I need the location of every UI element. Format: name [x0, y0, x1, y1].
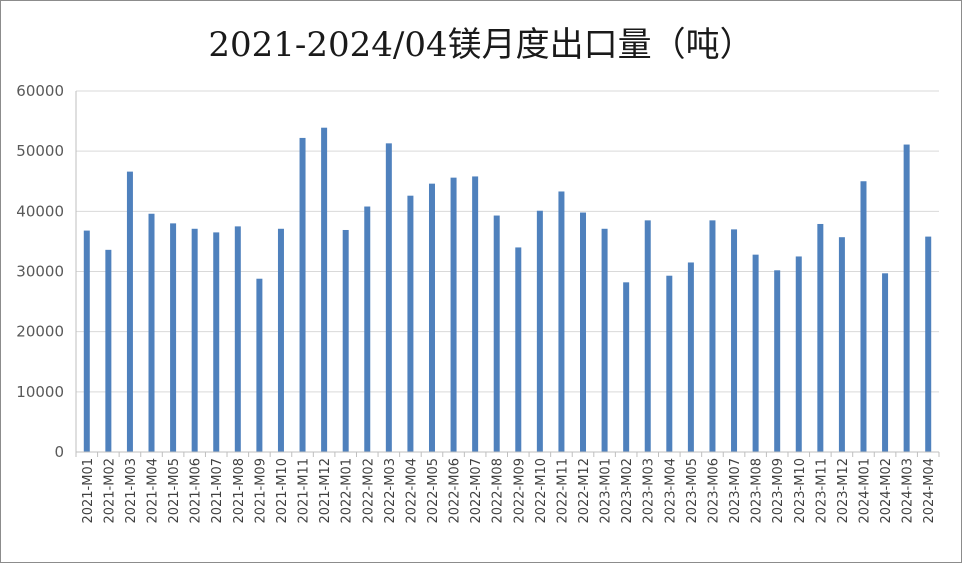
x-tick-label: 2021-M03 — [124, 458, 139, 524]
x-tick-label: 2022-M06 — [448, 458, 463, 524]
y-tick-label: 30000 — [16, 263, 64, 281]
x-tick-label: 2021-M01 — [81, 458, 96, 524]
bar — [752, 254, 759, 452]
x-tick-label: 2022-M11 — [555, 458, 570, 524]
x-tick-label: 2022-M04 — [404, 458, 419, 524]
bar — [450, 177, 457, 452]
x-tick-label: 2023-M09 — [771, 458, 786, 524]
x-tick-label: 2021-M11 — [297, 458, 312, 524]
x-tick-label: 2023-M10 — [793, 458, 808, 524]
gridlines — [76, 90, 939, 393]
x-tick-label: 2022-M01 — [340, 458, 355, 524]
bar — [342, 229, 349, 452]
x-tick-label: 2023-M05 — [685, 458, 700, 524]
bar — [817, 223, 824, 452]
x-tick-label: 2024-M03 — [901, 458, 916, 524]
bar — [234, 226, 241, 452]
x-tick-label: 2023-M04 — [663, 458, 678, 524]
bar — [515, 247, 522, 452]
x-tick-label: 2023-M08 — [750, 458, 765, 524]
bar — [126, 171, 133, 452]
bar — [472, 176, 479, 453]
bar — [687, 262, 694, 452]
x-tick-label: 2021-M07 — [210, 458, 225, 524]
x-tick-labels: 2021-M01 2021-M02 2021-M03 2021-M04 2021-M05… — [81, 458, 937, 524]
bar — [105, 249, 112, 452]
bar — [191, 228, 198, 452]
y-tick-label: 10000 — [16, 383, 64, 401]
bar — [903, 144, 910, 452]
bar — [148, 213, 155, 452]
bar — [213, 232, 220, 452]
bar — [407, 195, 414, 452]
x-tick-label: 2021-M12 — [318, 458, 333, 524]
x-tick-label: 2023-M12 — [836, 458, 851, 524]
x-tick-label: 2021-M10 — [275, 458, 290, 524]
x-tick-label: 2021-M08 — [232, 458, 247, 524]
bar — [299, 137, 306, 452]
x-tick-label: 2021-M06 — [189, 458, 204, 524]
bar — [623, 282, 630, 452]
x-tick-label: 2021-M04 — [146, 458, 161, 524]
x-tick-label: 2021-M05 — [167, 458, 182, 524]
x-tick-label: 2023-M02 — [620, 458, 635, 524]
bar — [774, 270, 781, 452]
x-tick-label: 2021-M02 — [102, 458, 117, 524]
x-tick-label: 2022-M02 — [361, 458, 376, 524]
bar — [385, 143, 392, 452]
bar — [558, 191, 565, 452]
bar — [170, 223, 177, 452]
bar — [536, 210, 543, 452]
y-tick-labels: 0 10000 20000 30000 40000 50000 60000 — [16, 82, 64, 461]
x-tick-label: 2023-M06 — [706, 458, 721, 524]
bar — [925, 236, 932, 452]
x-tick-label: 2022-M07 — [469, 458, 484, 524]
bar — [493, 215, 500, 452]
x-tick-label: 2023-M01 — [599, 458, 614, 524]
y-tick-label: 50000 — [16, 142, 64, 160]
y-tick-label: 40000 — [16, 202, 64, 220]
x-tick-label: 2022-M12 — [577, 458, 592, 524]
x-tick-label: 2023-M07 — [728, 458, 743, 524]
y-tick-label: 20000 — [16, 323, 64, 341]
x-tick-label: 2024-M01 — [857, 458, 872, 524]
bar — [795, 256, 802, 452]
bar — [256, 278, 263, 452]
bar — [860, 181, 867, 452]
bar — [666, 275, 673, 452]
x-tick-label: 2024-M02 — [879, 458, 894, 524]
bar — [838, 237, 845, 452]
x-tick-label: 2021-M09 — [253, 458, 268, 524]
bar — [83, 230, 90, 452]
bar — [882, 273, 889, 452]
bar — [644, 220, 651, 452]
axes — [75, 91, 940, 457]
bar — [428, 183, 435, 452]
bar — [731, 229, 738, 452]
bar — [364, 206, 371, 452]
chart-title: 2021-2024/04镁月度出口量（吨） — [208, 25, 754, 65]
x-tick-label: 2022-M03 — [383, 458, 398, 524]
x-tick-label: 2023-M03 — [642, 458, 657, 524]
bar — [709, 220, 716, 452]
x-tick-label: 2022-M10 — [534, 458, 549, 524]
bar — [321, 127, 328, 453]
x-tick-label: 2024-M04 — [922, 458, 937, 524]
bars — [83, 127, 932, 453]
x-tick-label: 2022-M08 — [491, 458, 506, 524]
x-tick-label: 2022-M09 — [512, 458, 527, 524]
bar — [601, 228, 608, 452]
x-tick-label: 2022-M05 — [426, 458, 441, 524]
bar — [277, 228, 284, 452]
x-tick-label: 2023-M11 — [814, 458, 829, 524]
y-tick-label: 60000 — [16, 82, 64, 100]
y-tick-label: 0 — [54, 443, 64, 461]
bar — [580, 212, 587, 452]
